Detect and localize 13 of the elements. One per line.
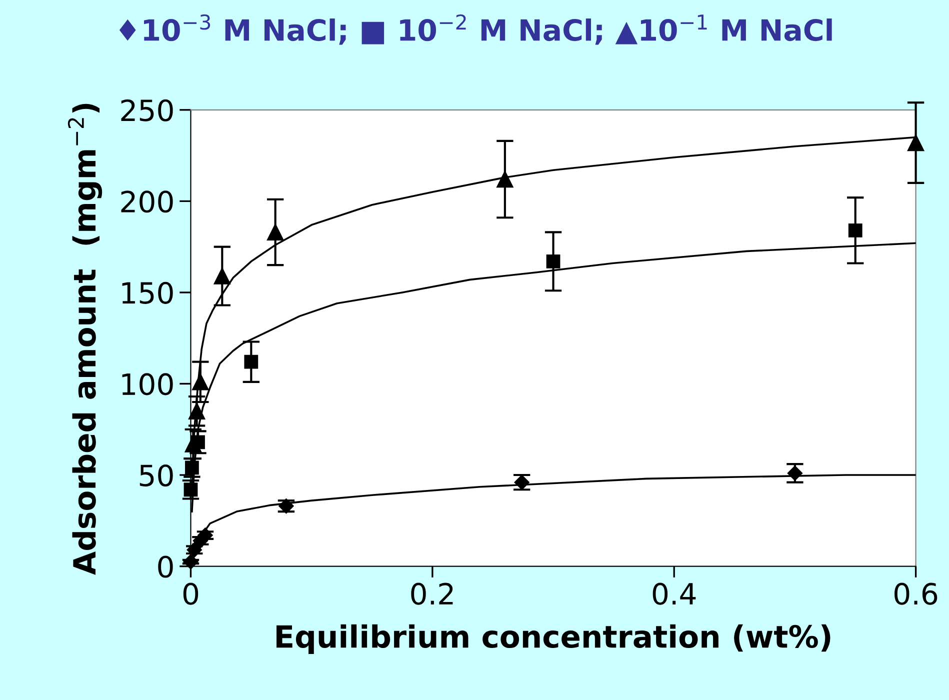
- chart-title: ♦10$^{−3}$ M NaCl; ■ 10$^{−2}$ M NaCl; ▲10$^{−1}$ M NaCl: [119, 14, 832, 45]
- y-tick-label: 0: [158, 556, 173, 578]
- x-tick-label: 0.4: [652, 582, 696, 605]
- x-tick-label: 0.6: [894, 582, 938, 605]
- y-tick-label: 200: [121, 190, 173, 213]
- y-tick-label: 150: [122, 282, 173, 304]
- x-tick-label: 0.2: [411, 582, 453, 605]
- y-tick-label: 50: [140, 464, 173, 487]
- y-tick-label: 250: [121, 99, 173, 122]
- x-axis-title: Equilibrium concentration (wt%): [276, 624, 830, 654]
- y-tick-label: 100: [122, 373, 173, 396]
- y-axis-title: Adsorbed amount (mgm$^{−2}$): [68, 104, 102, 575]
- x-tick-label: 0: [183, 582, 198, 605]
